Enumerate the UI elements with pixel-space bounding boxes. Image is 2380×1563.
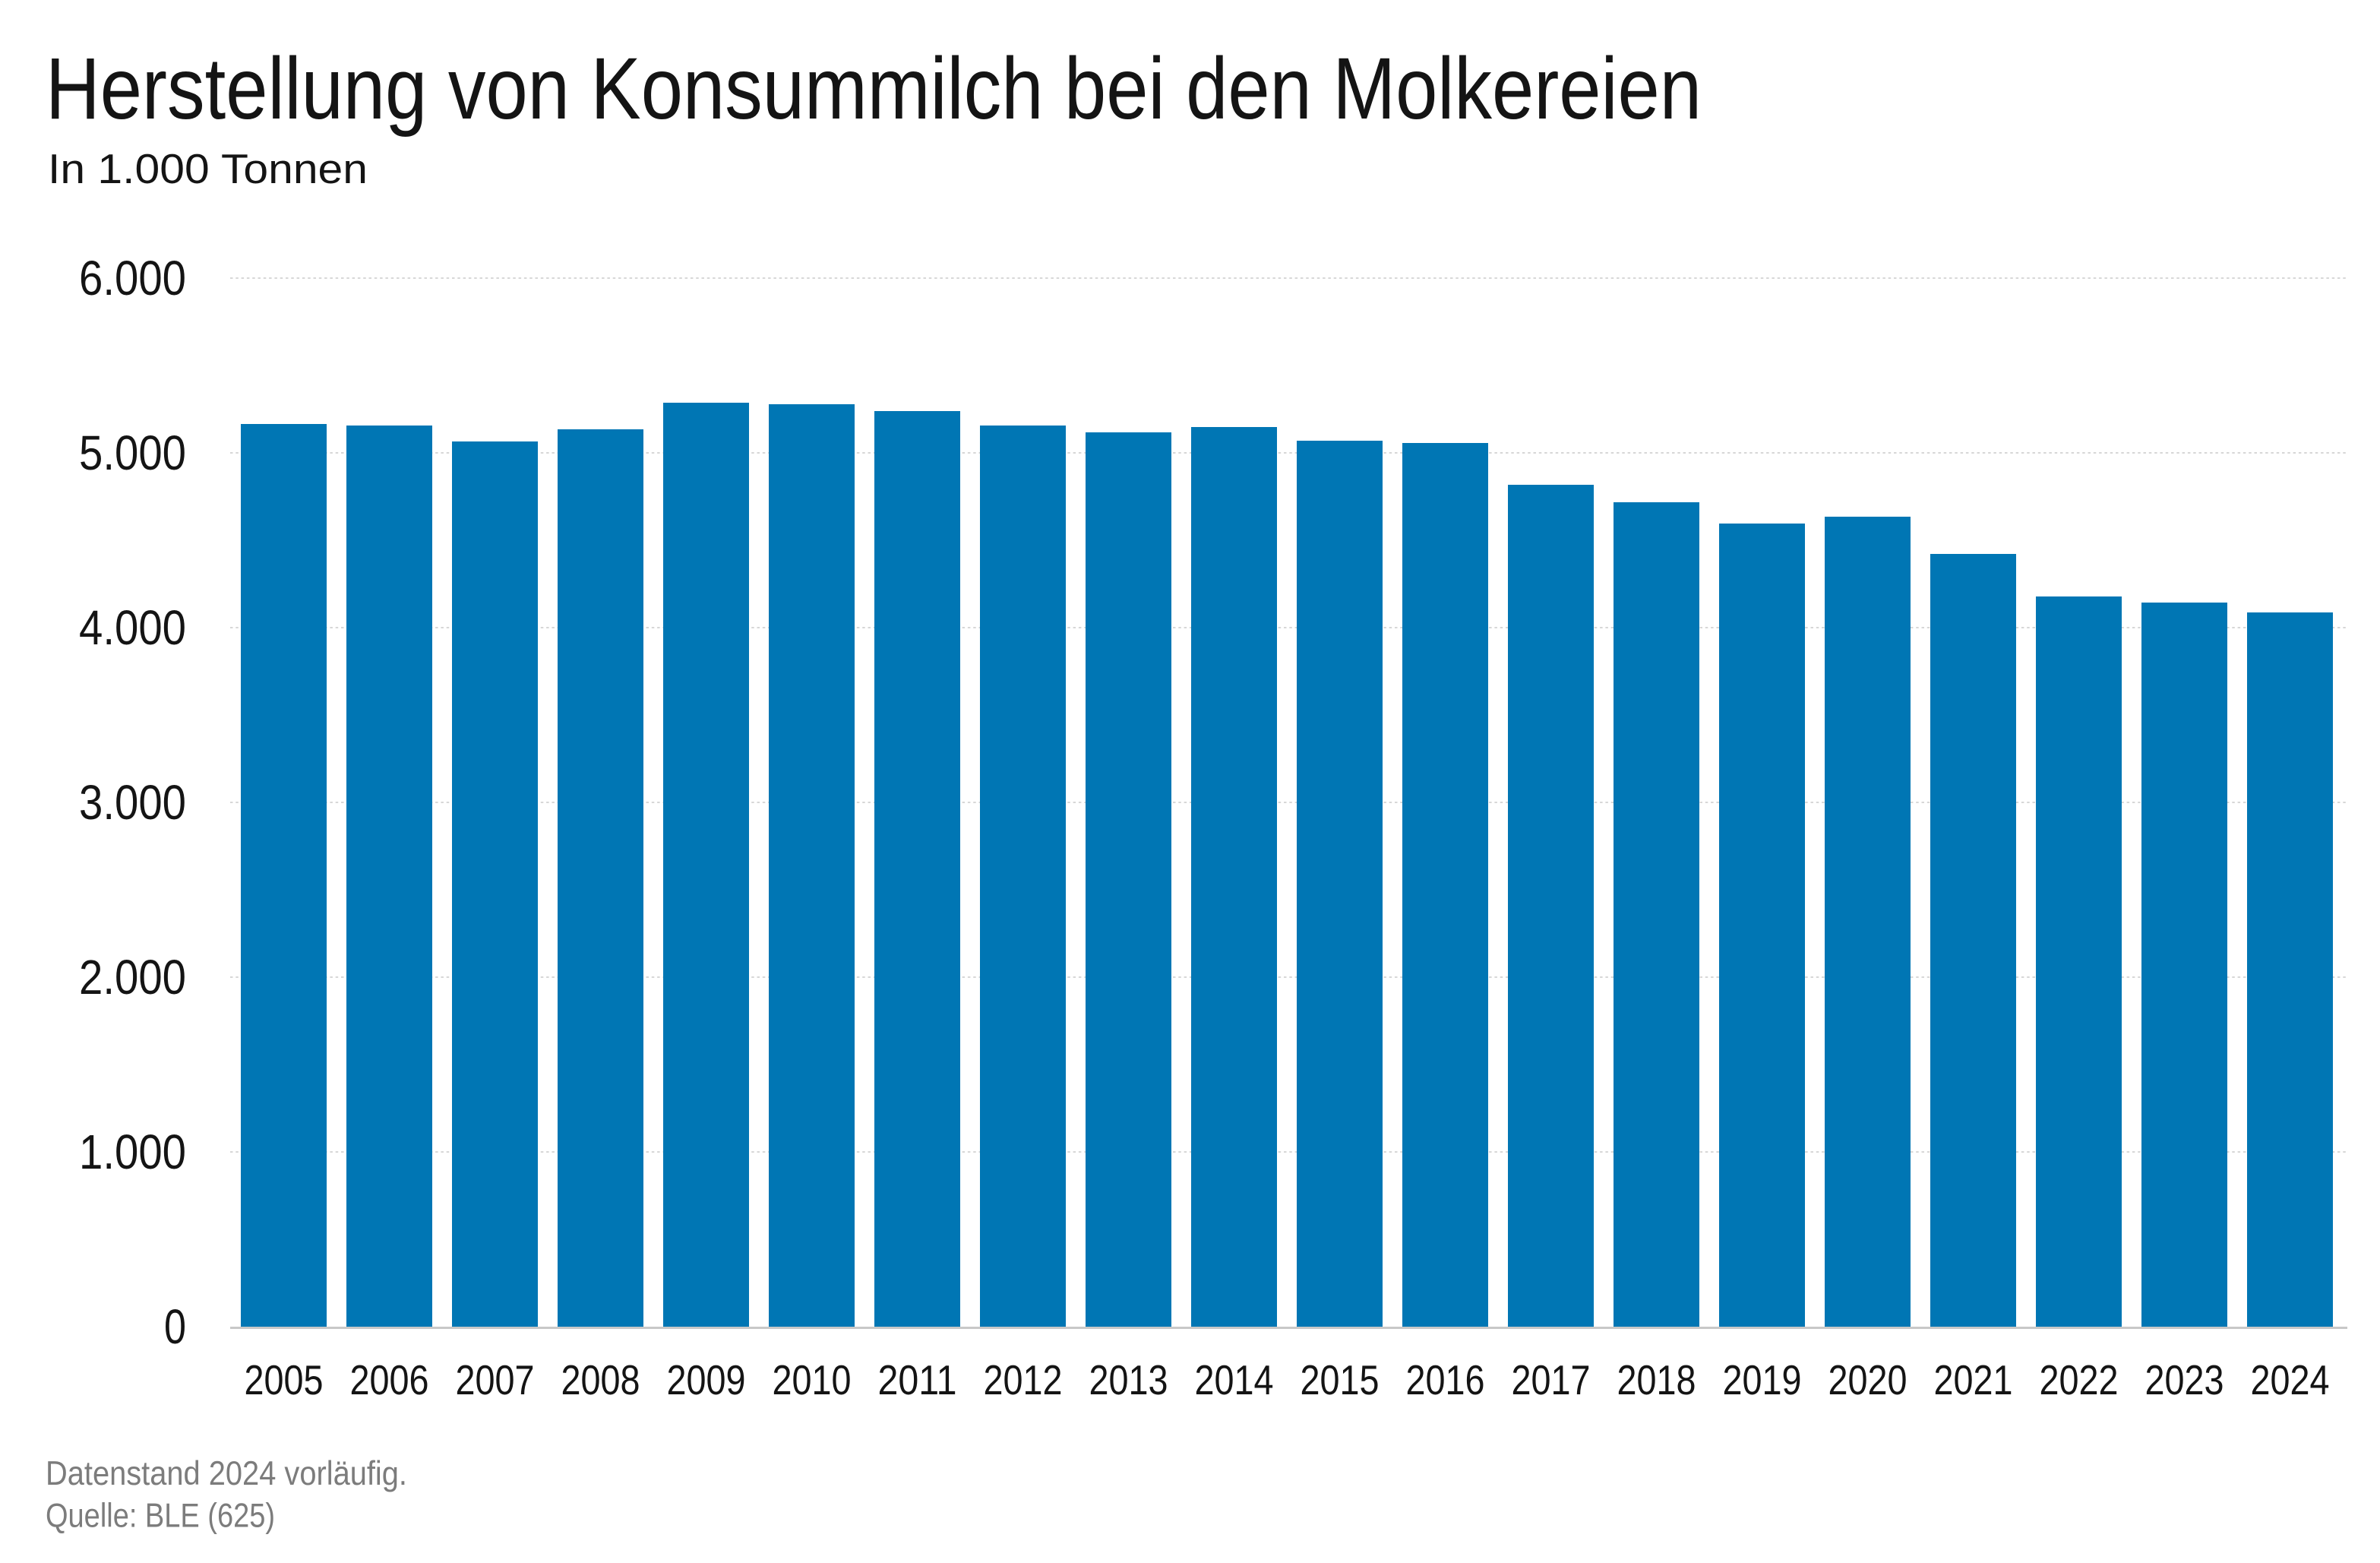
svg-text:4.000: 4.000 [79, 600, 186, 655]
svg-text:6.000: 6.000 [79, 251, 186, 305]
svg-text:2021: 2021 [1934, 1356, 2013, 1403]
svg-text:2013: 2013 [1089, 1356, 1168, 1403]
svg-text:2008: 2008 [561, 1356, 640, 1403]
svg-text:Herstellung von Konsummilch be: Herstellung von Konsummilch bei den Molk… [46, 40, 1702, 138]
svg-text:2023: 2023 [2145, 1356, 2224, 1403]
svg-text:3.000: 3.000 [79, 775, 186, 830]
svg-text:2014: 2014 [1195, 1356, 1274, 1403]
svg-text:2011: 2011 [878, 1356, 957, 1403]
svg-text:Quelle: BLE (625): Quelle: BLE (625) [46, 1498, 275, 1535]
svg-text:2010: 2010 [773, 1356, 852, 1403]
svg-text:2019: 2019 [1723, 1356, 1802, 1403]
svg-text:In 1.000 Tonnen: In 1.000 Tonnen [48, 145, 368, 192]
svg-text:2.000: 2.000 [79, 950, 186, 1005]
svg-text:2020: 2020 [1828, 1356, 1907, 1403]
svg-text:2012: 2012 [984, 1356, 1063, 1403]
svg-text:2009: 2009 [667, 1356, 746, 1403]
svg-text:2024: 2024 [2251, 1356, 2330, 1403]
svg-text:5.000: 5.000 [79, 426, 186, 480]
svg-text:2018: 2018 [1617, 1356, 1696, 1403]
svg-text:0: 0 [164, 1299, 186, 1354]
svg-text:Datenstand 2024 vorläufig.: Datenstand 2024 vorläufig. [46, 1455, 407, 1492]
svg-text:1.000: 1.000 [79, 1125, 186, 1179]
svg-text:2022: 2022 [2040, 1356, 2119, 1403]
svg-text:2016: 2016 [1406, 1356, 1485, 1403]
svg-text:2017: 2017 [1512, 1356, 1591, 1403]
svg-text:2007: 2007 [456, 1356, 535, 1403]
svg-text:2005: 2005 [245, 1356, 324, 1403]
svg-text:2006: 2006 [350, 1356, 429, 1403]
svg-text:2015: 2015 [1301, 1356, 1380, 1403]
